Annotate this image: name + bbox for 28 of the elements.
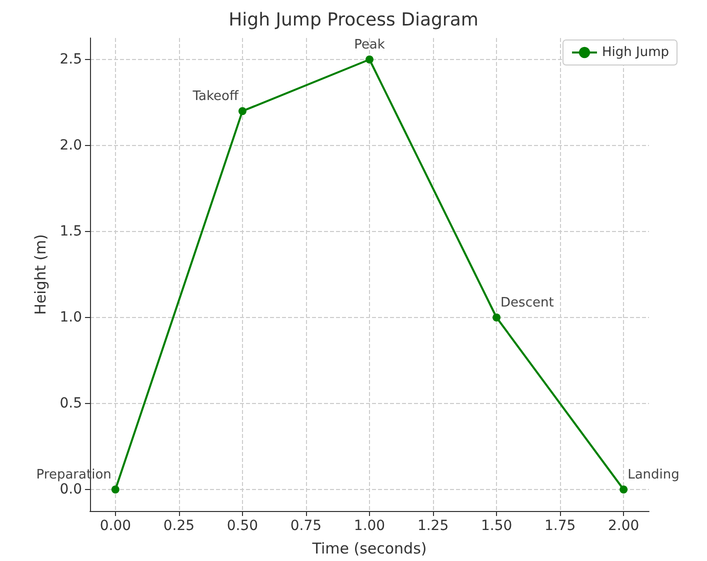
- annotation: Takeoff: [192, 89, 240, 104]
- x-tick-label: 0.25: [163, 518, 195, 534]
- point: [238, 107, 246, 116]
- annotation: Descent: [500, 296, 554, 310]
- x-axis-title: Time (seconds): [311, 540, 427, 558]
- y-tick-label: 0.5: [60, 396, 82, 412]
- y-tick-label: 0.0: [60, 482, 82, 498]
- annotation: Peak: [354, 38, 386, 52]
- y-tick-label: 1.5: [60, 224, 82, 240]
- chart-title: High Jump Process Diagram: [228, 10, 478, 30]
- x-tick-label: 1.00: [354, 518, 386, 534]
- point: [492, 314, 501, 322]
- legend-label: High Jump: [602, 45, 669, 60]
- x-tick-label: 1.50: [480, 518, 512, 534]
- x-tick-label: 2.00: [608, 518, 640, 534]
- point: [620, 486, 628, 494]
- x-tick-label: 1.75: [544, 518, 576, 534]
- annotation: Landing: [628, 468, 680, 482]
- point: [366, 56, 374, 64]
- x-tick-label: 1.25: [417, 518, 449, 534]
- y-tick-label: 2.0: [60, 138, 82, 154]
- y-axis-title: Height (m): [32, 234, 50, 315]
- y-tick-label: 1.0: [60, 310, 82, 326]
- x-tick-label: 0.75: [290, 518, 322, 534]
- x-tick-label: 0.50: [226, 518, 258, 534]
- point: [111, 486, 120, 494]
- y-tick-label: 2.5: [60, 52, 82, 68]
- x-tick-label: 0.00: [100, 518, 131, 534]
